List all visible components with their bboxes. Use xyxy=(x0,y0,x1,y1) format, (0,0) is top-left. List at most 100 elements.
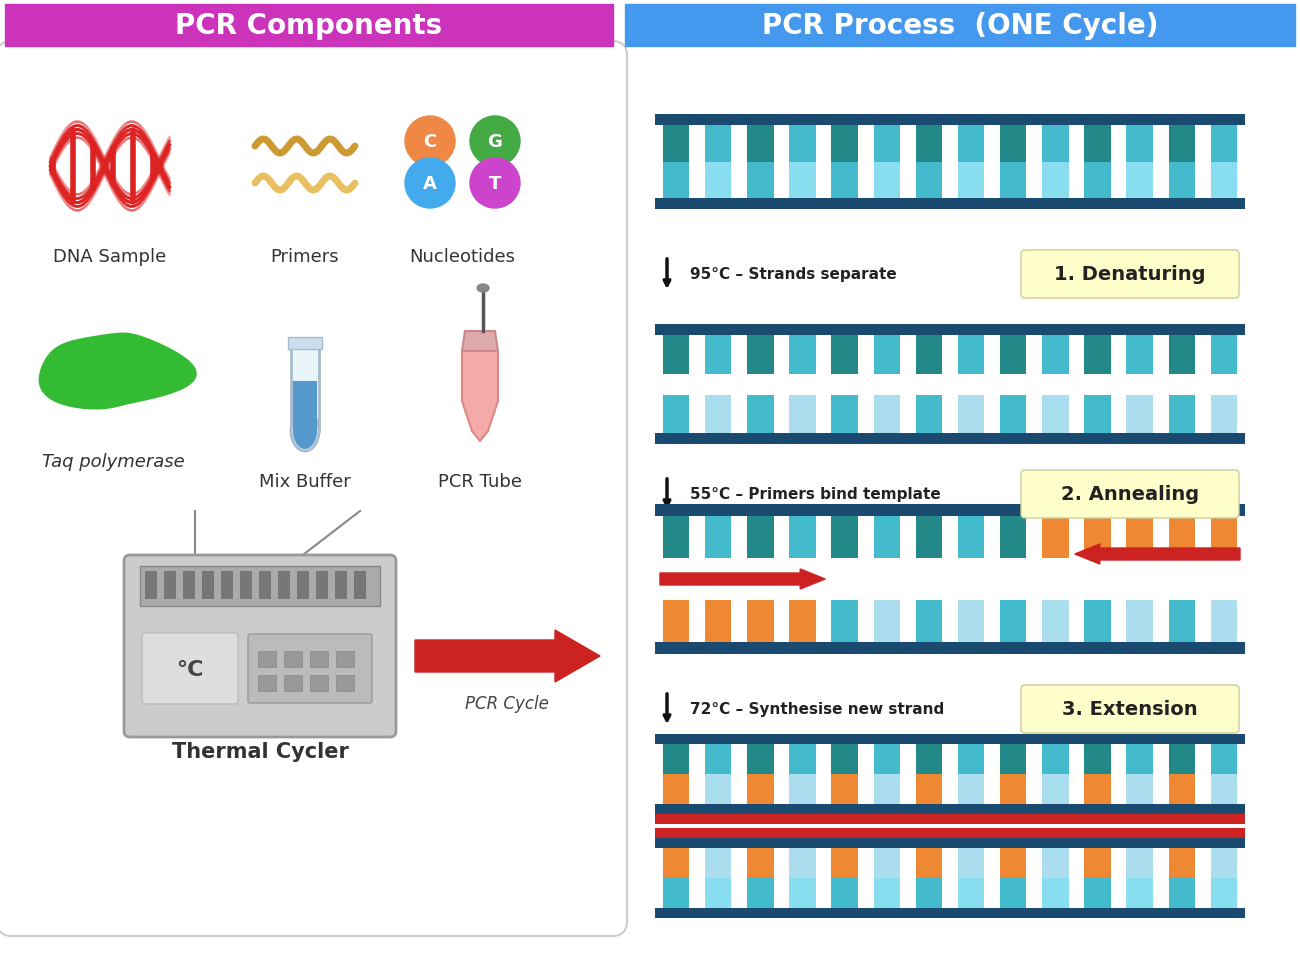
Bar xyxy=(958,126,984,162)
Polygon shape xyxy=(39,333,196,409)
Bar xyxy=(832,601,858,642)
Bar xyxy=(958,335,984,374)
Bar xyxy=(655,505,1245,516)
Bar xyxy=(705,775,732,804)
Bar xyxy=(958,744,984,775)
Bar xyxy=(958,516,984,558)
Bar xyxy=(335,676,354,691)
Bar xyxy=(747,744,773,775)
FancyBboxPatch shape xyxy=(124,555,396,737)
Bar xyxy=(958,775,984,804)
Bar xyxy=(1084,126,1110,162)
Bar xyxy=(655,744,1245,804)
Bar xyxy=(146,572,157,600)
Bar xyxy=(789,126,815,162)
Bar xyxy=(655,814,1245,825)
Bar xyxy=(1127,335,1153,374)
Text: C: C xyxy=(424,133,437,151)
FancyBboxPatch shape xyxy=(1020,471,1239,519)
Bar xyxy=(289,337,322,350)
Bar xyxy=(705,744,732,775)
FancyBboxPatch shape xyxy=(1020,685,1239,733)
Bar xyxy=(789,744,815,775)
Bar xyxy=(1169,395,1195,433)
Bar xyxy=(202,572,214,600)
Text: A: A xyxy=(422,175,437,193)
Text: Thermal Cycler: Thermal Cycler xyxy=(172,741,348,761)
Ellipse shape xyxy=(477,284,489,293)
Bar xyxy=(915,395,942,433)
Bar xyxy=(747,848,773,878)
Bar xyxy=(874,744,900,775)
Text: PCR Tube: PCR Tube xyxy=(438,473,523,490)
Bar xyxy=(915,744,942,775)
Bar xyxy=(958,601,984,642)
Bar xyxy=(1000,878,1027,908)
Bar xyxy=(747,162,773,198)
Bar xyxy=(789,601,815,642)
Bar xyxy=(1169,744,1195,775)
Bar xyxy=(832,878,858,908)
Bar xyxy=(655,198,1245,209)
Bar xyxy=(1043,126,1069,162)
Bar xyxy=(874,126,900,162)
Bar xyxy=(1169,335,1195,374)
Bar xyxy=(1043,395,1069,433)
Bar xyxy=(915,848,942,878)
Bar xyxy=(1043,601,1069,642)
Bar xyxy=(705,601,732,642)
Bar xyxy=(1000,162,1027,198)
Bar xyxy=(335,572,347,600)
Bar xyxy=(1084,516,1110,558)
Ellipse shape xyxy=(291,411,318,452)
Bar xyxy=(1043,878,1069,908)
Bar xyxy=(1084,848,1110,878)
Bar xyxy=(1210,601,1238,642)
Bar xyxy=(291,342,318,431)
Bar xyxy=(874,848,900,878)
FancyBboxPatch shape xyxy=(248,634,372,703)
Text: PCR Cycle: PCR Cycle xyxy=(465,694,549,712)
Bar xyxy=(1043,744,1069,775)
Bar xyxy=(1043,848,1069,878)
Bar xyxy=(1084,395,1110,433)
Bar xyxy=(1084,601,1110,642)
Bar xyxy=(655,126,1245,198)
Bar xyxy=(663,126,689,162)
Bar xyxy=(5,5,614,47)
Bar xyxy=(1210,775,1238,804)
Bar xyxy=(663,601,689,642)
Bar xyxy=(915,878,942,908)
Text: 2. Annealing: 2. Annealing xyxy=(1061,485,1199,504)
Bar xyxy=(1000,335,1027,374)
Bar xyxy=(354,572,367,600)
Bar xyxy=(747,126,773,162)
Bar xyxy=(655,848,1245,908)
Bar xyxy=(257,676,276,691)
Bar xyxy=(789,516,815,558)
Bar xyxy=(832,516,858,558)
Circle shape xyxy=(471,117,520,167)
Bar xyxy=(747,335,773,374)
Bar xyxy=(1127,744,1153,775)
Bar xyxy=(1000,744,1027,775)
FancyArrow shape xyxy=(660,570,826,589)
Bar xyxy=(164,572,176,600)
Bar xyxy=(1210,744,1238,775)
Bar xyxy=(1169,878,1195,908)
Bar xyxy=(283,676,302,691)
Bar xyxy=(789,335,815,374)
Bar xyxy=(789,162,815,198)
Bar xyxy=(705,516,732,558)
Bar xyxy=(789,848,815,878)
Bar xyxy=(240,572,252,600)
Bar xyxy=(747,395,773,433)
Bar xyxy=(1169,126,1195,162)
Bar xyxy=(705,878,732,908)
Bar xyxy=(663,162,689,198)
Circle shape xyxy=(406,117,455,167)
Bar xyxy=(1169,601,1195,642)
Bar xyxy=(663,878,689,908)
Bar xyxy=(1210,848,1238,878)
Text: 72°C – Synthesise new strand: 72°C – Synthesise new strand xyxy=(690,702,944,717)
